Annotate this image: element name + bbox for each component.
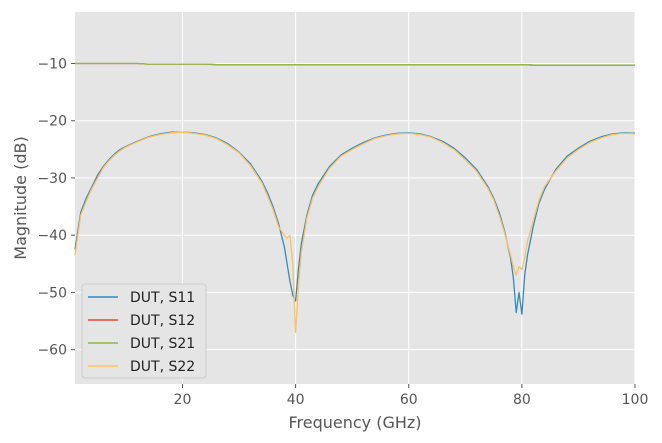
y-tick-label: −10 [37,57,67,73]
legend-label: DUT, S21 [130,336,195,352]
legend-label: DUT, S12 [130,313,195,329]
legend-label: DUT, S22 [130,359,195,375]
series-line-4 [74,131,636,334]
x-tick-label: 60 [400,392,418,408]
legend-entries: DUT, S11 DUT, S12 DUT, S21 DUT, S22 [88,290,195,375]
x-axis-ticks: 20 40 60 80 100 [174,384,649,408]
y-axis-ticks: −60 −50 −40 −30 −20 −10 [37,57,75,359]
grid [75,12,636,384]
legend: DUT, S11 DUT, S12 DUT, S21 DUT, S22 [81,283,207,379]
x-tick-label: 80 [513,392,531,408]
y-tick-label: −60 [37,343,67,359]
x-tick-label: 100 [622,392,649,408]
series-lines [74,62,636,334]
x-tick-label: 20 [174,392,192,408]
x-axis-label: Frequency (GHz) [288,413,421,432]
y-axis-label: Magnitude (dB) [11,136,30,259]
legend-label: DUT, S11 [130,290,195,306]
y-tick-label: −20 [37,114,67,130]
x-tick-label: 40 [287,392,305,408]
y-tick-label: −30 [37,171,67,187]
series-line-3 [75,62,635,66]
legend-box [81,283,207,379]
y-tick-label: −40 [37,228,67,244]
y-tick-label: −50 [37,285,67,301]
